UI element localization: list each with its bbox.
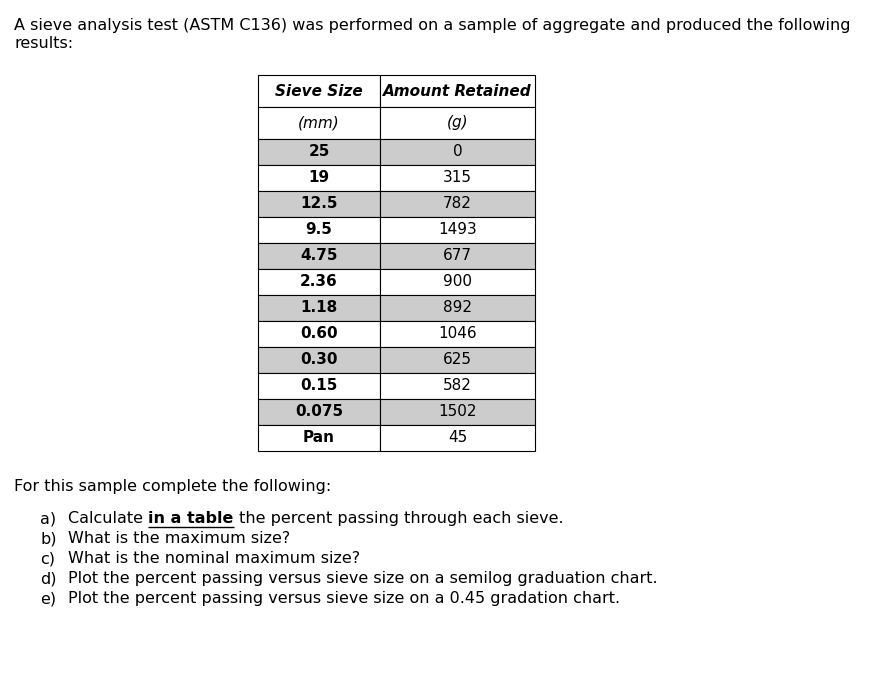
Text: 9.5: 9.5 <box>305 222 333 237</box>
Bar <box>258 139 380 165</box>
Text: Plot the percent passing versus sieve size on a semilog graduation chart.: Plot the percent passing versus sieve si… <box>68 571 657 586</box>
Text: 677: 677 <box>443 249 472 264</box>
Text: the percent passing through each sieve.: the percent passing through each sieve. <box>233 511 563 526</box>
Text: c): c) <box>40 551 55 566</box>
Bar <box>258 75 380 107</box>
Text: in a table: in a table <box>148 511 233 526</box>
Bar <box>380 165 535 191</box>
Text: Calculate: Calculate <box>68 511 148 526</box>
Bar <box>380 269 535 295</box>
Bar <box>380 373 535 399</box>
Bar <box>380 217 535 243</box>
Text: A sieve analysis test (ASTM C136) was performed on a sample of aggregate and pro: A sieve analysis test (ASTM C136) was pe… <box>14 18 850 33</box>
Bar <box>258 399 380 425</box>
Bar <box>380 399 535 425</box>
Bar <box>380 321 535 347</box>
Text: Sieve Size: Sieve Size <box>275 84 363 99</box>
Text: 1502: 1502 <box>438 404 477 420</box>
Text: 1.18: 1.18 <box>300 301 338 316</box>
Text: b): b) <box>40 531 56 546</box>
Text: For this sample complete the following:: For this sample complete the following: <box>14 479 331 494</box>
Text: 900: 900 <box>443 274 472 289</box>
Text: a): a) <box>40 511 56 526</box>
Text: 2.36: 2.36 <box>300 274 338 289</box>
Text: 0.60: 0.60 <box>300 327 338 341</box>
Bar <box>258 191 380 217</box>
Bar <box>380 425 535 451</box>
Text: 0: 0 <box>452 145 462 160</box>
Bar <box>380 107 535 139</box>
Text: 25: 25 <box>308 145 330 160</box>
Bar <box>258 107 380 139</box>
Text: What is the maximum size?: What is the maximum size? <box>68 531 290 546</box>
Text: Pan: Pan <box>303 431 335 445</box>
Text: 625: 625 <box>443 352 472 368</box>
Text: Amount Retained: Amount Retained <box>383 84 532 99</box>
Bar <box>258 243 380 269</box>
Bar <box>380 191 535 217</box>
Text: 582: 582 <box>443 379 472 393</box>
Bar <box>258 269 380 295</box>
Text: What is the nominal maximum size?: What is the nominal maximum size? <box>68 551 360 566</box>
Text: e): e) <box>40 591 56 606</box>
Bar <box>258 425 380 451</box>
Text: 12.5: 12.5 <box>300 197 338 212</box>
Text: Plot the percent passing versus sieve size on a 0.45 gradation chart.: Plot the percent passing versus sieve si… <box>68 591 620 606</box>
Text: 892: 892 <box>443 301 472 316</box>
Text: (mm): (mm) <box>298 116 340 130</box>
Bar <box>380 295 535 321</box>
Text: 19: 19 <box>308 170 330 185</box>
Text: 4.75: 4.75 <box>300 249 338 264</box>
Bar <box>258 217 380 243</box>
Bar <box>258 321 380 347</box>
Bar <box>258 165 380 191</box>
Bar <box>380 75 535 107</box>
Text: d): d) <box>40 571 56 586</box>
Text: 1046: 1046 <box>438 327 477 341</box>
Text: (g): (g) <box>447 116 468 130</box>
Text: 0.075: 0.075 <box>295 404 343 420</box>
Bar <box>258 373 380 399</box>
Text: 1493: 1493 <box>438 222 477 237</box>
Text: 0.30: 0.30 <box>300 352 338 368</box>
Bar <box>380 347 535 373</box>
Text: 782: 782 <box>443 197 472 212</box>
Text: 0.15: 0.15 <box>300 379 338 393</box>
Bar <box>258 295 380 321</box>
Text: 315: 315 <box>443 170 472 185</box>
Bar <box>380 243 535 269</box>
Text: results:: results: <box>14 36 73 51</box>
Bar <box>258 347 380 373</box>
Bar <box>380 139 535 165</box>
Text: 45: 45 <box>448 431 467 445</box>
